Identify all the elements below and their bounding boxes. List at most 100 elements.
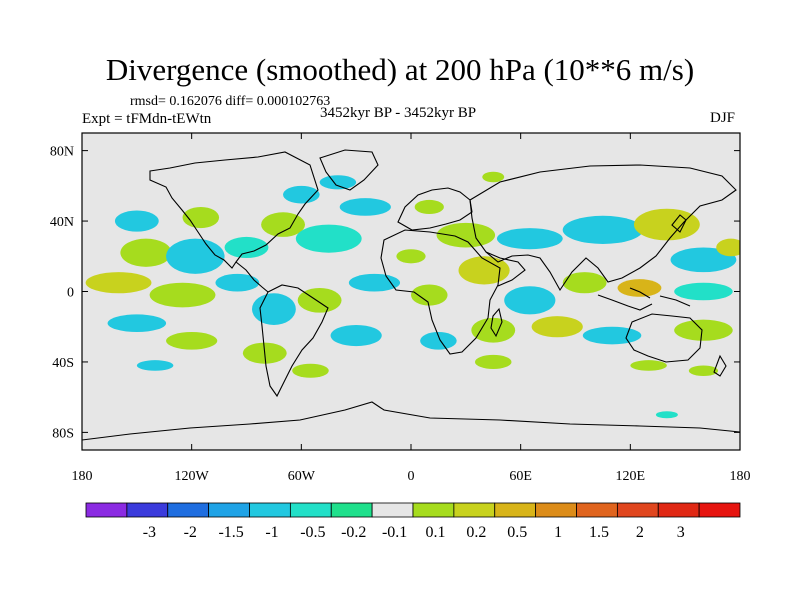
lon-tick-label: 120E xyxy=(616,469,646,484)
coast-north-america xyxy=(149,151,319,269)
field-patch-0 xyxy=(120,238,172,267)
field-patch-10 xyxy=(436,222,496,248)
colorbar-label: -2 xyxy=(184,524,197,541)
colorbar-swatch xyxy=(167,502,210,518)
lon-tick-label: 120W xyxy=(175,469,210,484)
coast-madagascar xyxy=(490,307,503,338)
colorbar-label: -1 xyxy=(265,524,278,541)
field-patch-44 xyxy=(716,238,740,257)
field-patch-23 xyxy=(504,286,556,315)
experiment-label: Expt = tFMdn-tEWtn xyxy=(82,111,212,127)
colorbar-label: -0.1 xyxy=(382,524,407,541)
field-patch-33 xyxy=(531,316,583,338)
field-patch-11 xyxy=(496,228,563,250)
field-patch-3 xyxy=(114,210,159,232)
season-label: DJF xyxy=(710,110,736,126)
field-patch-31 xyxy=(420,332,457,350)
lat-tick-label: 80S xyxy=(52,426,74,441)
lat-tick-label: 40N xyxy=(50,215,74,230)
coast-japan xyxy=(671,214,687,233)
field-patch-9 xyxy=(414,199,444,215)
field-patch-6 xyxy=(295,224,362,253)
field-patch-34 xyxy=(582,326,642,345)
coast-australia xyxy=(625,313,703,363)
colorbar-label: -1.5 xyxy=(218,524,243,541)
field-patch-40 xyxy=(688,365,719,377)
colorbar-swatch xyxy=(494,502,537,518)
colorbar-swatch xyxy=(330,502,373,518)
colorbar-label: 0.5 xyxy=(507,524,527,541)
lat-tick-label: 0 xyxy=(67,286,74,301)
colorbar-swatch xyxy=(249,502,291,518)
colorbar-label: 1.5 xyxy=(589,524,609,541)
colorbar-swatch xyxy=(657,502,700,518)
field-patch-22 xyxy=(458,256,510,285)
field-patch-27 xyxy=(107,314,167,333)
field-patch-1 xyxy=(166,238,225,274)
field-patch-7 xyxy=(283,185,320,204)
field-patch-18 xyxy=(251,293,296,325)
field-patch-38 xyxy=(474,354,512,369)
colorbar-swatch xyxy=(208,502,250,518)
colorbar-label: 2 xyxy=(636,524,644,541)
field-patch-30 xyxy=(330,324,382,347)
colorbar-swatch xyxy=(412,502,455,518)
coast-central-america xyxy=(235,261,269,293)
colorbar-swatch xyxy=(576,502,618,518)
field-patch-15 xyxy=(85,272,152,294)
coast-antarctica xyxy=(82,401,740,441)
lon-tick-label: 180 xyxy=(72,469,93,484)
coast-new-zealand xyxy=(713,354,727,377)
lon-tick-label: 180 xyxy=(730,469,751,484)
coast-greenland xyxy=(319,149,379,191)
axis-ticks: 180 120W 60W 0 60E 120E 180 80N 40N 0 40S 80S xyxy=(50,133,751,484)
coast-south-america xyxy=(259,284,329,398)
lat-tick-label: 40S xyxy=(52,356,74,371)
field-patch-36 xyxy=(136,360,174,371)
coast-arabia xyxy=(485,251,526,287)
lon-tick-label: 0 xyxy=(408,469,415,484)
lon-tick-label: 60W xyxy=(288,469,316,484)
colorbar-swatch xyxy=(126,502,169,518)
colorbar-swatch xyxy=(698,502,741,518)
stats-text: rmsd= 0.162076 diff= 0.000102763 xyxy=(130,94,331,109)
field-patch-45 xyxy=(396,249,426,264)
colorbar-label: 1 xyxy=(554,524,562,541)
lat-tick-label: 80N xyxy=(50,145,74,160)
coastlines xyxy=(82,149,740,441)
field-patch-37 xyxy=(292,363,329,378)
colorbar-swatch xyxy=(535,502,577,518)
coast-africa xyxy=(380,229,501,355)
field-patch-39 xyxy=(630,360,667,371)
field-patch-14 xyxy=(670,247,737,273)
field-patch-19 xyxy=(297,287,342,313)
field-patch-26 xyxy=(674,282,733,301)
field-patch-16 xyxy=(149,282,216,308)
field-patch-17 xyxy=(215,273,260,292)
colorbar-label: -0.5 xyxy=(300,524,325,541)
colorbar-label: 3 xyxy=(677,524,685,541)
colorbar-label: -0.2 xyxy=(341,524,366,541)
colorbar-swatch xyxy=(453,502,496,518)
field-patch-42 xyxy=(482,171,505,183)
field-patch-13 xyxy=(633,208,700,241)
colorbar-swatch xyxy=(85,502,128,518)
field-patch-5 xyxy=(261,212,305,237)
colorbar-swatch xyxy=(371,502,414,518)
lon-tick-label: 60E xyxy=(509,469,532,484)
colorbar-label: 0.1 xyxy=(425,524,445,541)
field-patch-28 xyxy=(166,332,218,350)
colorbar-swatch xyxy=(616,502,659,518)
field-patch-25 xyxy=(617,279,662,297)
field-patch-20 xyxy=(348,273,401,292)
colorbar-swatch xyxy=(289,502,332,518)
field-patch-8 xyxy=(339,198,391,216)
field-patch-32 xyxy=(471,317,516,343)
coast-asia xyxy=(469,164,737,292)
colorbar-label: -3 xyxy=(143,524,156,541)
map-title: Divergence (smoothed) at 200 hPa (10**6 … xyxy=(105,52,695,87)
field-patch-12 xyxy=(562,215,644,244)
field-patch-41 xyxy=(319,175,357,190)
field-patch-35 xyxy=(674,319,733,341)
